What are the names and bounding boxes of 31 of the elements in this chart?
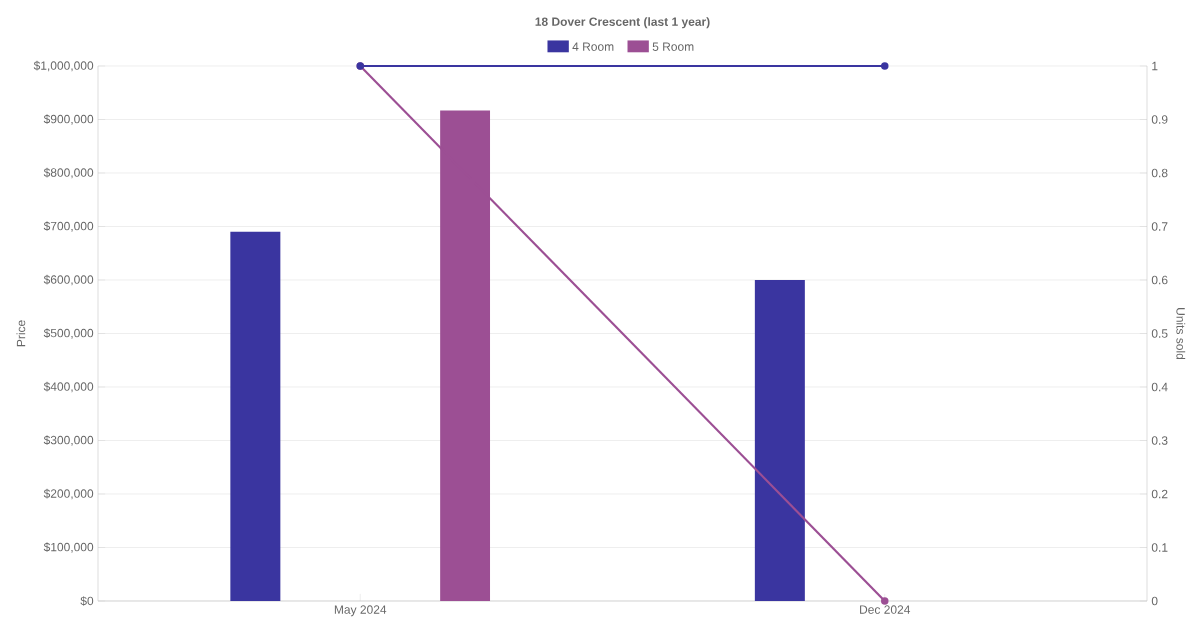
y2-axis-title: Units sold [1176,308,1186,360]
y2-tick-label: 0.5 [1151,329,1168,338]
y-tick-label: $500,000 [43,328,94,339]
legend-label: 4 Room [572,42,614,51]
y2-tick-label: 0.7 [1151,222,1168,231]
legend-label: 5 Room [652,42,694,51]
y-tick-label: $900,000 [43,114,94,125]
x-tick-label: Dec 2024 [860,605,911,614]
y-tick-label: $300,000 [43,435,94,446]
y-tick-label: $100,000 [43,542,94,553]
bar [754,280,805,601]
y2-tick-label: 0.2 [1151,489,1168,499]
y2-tick-label: 0.6 [1151,275,1168,285]
bar [230,231,281,601]
y2-tick-label: 0.3 [1151,436,1168,445]
x-tick-label: May 2024 [334,605,387,617]
y-tick-label: $600,000 [43,274,94,286]
chart-title: 18 Dover Crescent (last 1 year) [535,17,710,29]
y2-tick-label: 0.8 [1151,168,1168,178]
y2-tick-label: 0 [1151,596,1158,606]
y2-tick-label: 0.9 [1151,115,1168,124]
y-tick-label: $1,000,000 [33,60,94,72]
y2-tick-label: 0.1 [1151,543,1168,552]
y-axis-title: Price [16,320,26,347]
y-tick-label: $200,000 [43,488,94,500]
y-tick-label: $400,000 [43,381,94,393]
y2-tick-label: 1 [1152,61,1158,71]
y-tick-label: $0 [80,596,94,606]
y-tick-label: $800,000 [43,167,94,179]
y2-tick-label: 0.4 [1151,382,1168,392]
y-tick-label: $700,000 [43,221,94,232]
